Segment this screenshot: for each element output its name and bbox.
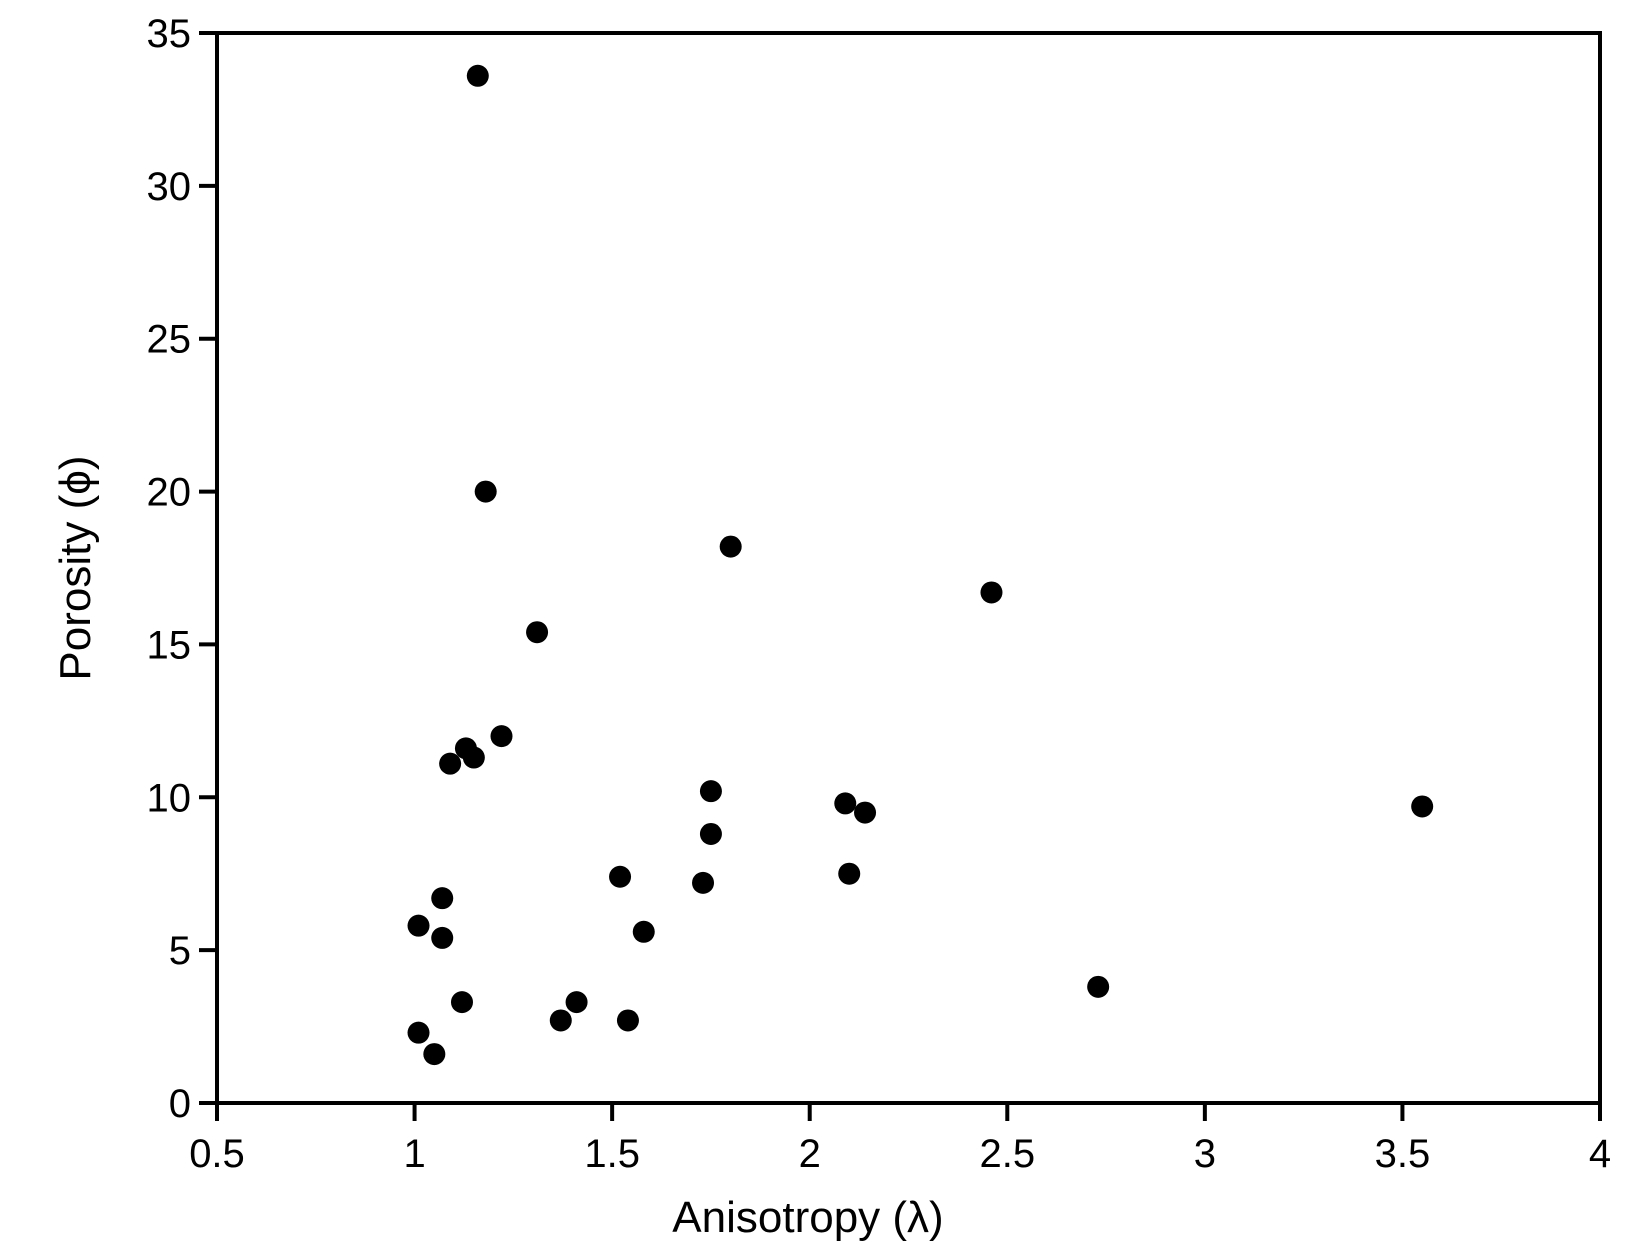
x-tick-label: 1.5 (584, 1132, 640, 1176)
x-tick-label: 4 (1589, 1132, 1611, 1176)
data-point (565, 991, 588, 1014)
data-point (431, 926, 454, 949)
y-tick-label: 15 (147, 623, 192, 667)
data-point (423, 1043, 446, 1066)
data-point (407, 1021, 430, 1044)
data-point (462, 746, 485, 769)
y-tick-label: 10 (147, 776, 192, 820)
data-point (407, 914, 430, 937)
data-point (834, 792, 857, 815)
x-tick-label: 2.5 (979, 1132, 1035, 1176)
data-point (466, 64, 489, 87)
data-point (838, 862, 861, 885)
data-point (616, 1009, 639, 1032)
data-point (609, 865, 632, 888)
data-point (632, 920, 655, 943)
data-point (719, 535, 742, 558)
y-tick-label: 35 (147, 12, 192, 56)
y-tick-label: 25 (147, 318, 192, 362)
data-point (699, 780, 722, 803)
data-point (439, 752, 462, 775)
data-point (490, 725, 513, 748)
data-point (450, 991, 473, 1014)
y-tick-label: 30 (147, 165, 192, 209)
y-axis-title: Porosity (ϕ) (51, 455, 100, 680)
x-tick-label: 2 (799, 1132, 821, 1176)
x-axis-title: Anisotropy (λ) (672, 1193, 943, 1242)
data-point (474, 480, 497, 503)
data-point (854, 801, 877, 824)
x-tick-label: 3.5 (1375, 1132, 1431, 1176)
data-point (692, 871, 715, 894)
labels-layer: 0.5 1 1.5 2 2.5 3 3.5 4 0 5 10 15 20 25 30 35 (147, 12, 1612, 1176)
y-tick-label: 20 (147, 471, 192, 515)
data-point (549, 1009, 572, 1032)
plot-frame (215, 31, 1602, 1105)
data-point (526, 621, 549, 644)
x-tick-label: 1 (403, 1132, 425, 1176)
data-point (980, 581, 1003, 604)
data-point (1411, 795, 1434, 818)
x-tick-label: 0.5 (189, 1132, 245, 1176)
data-point (431, 887, 454, 910)
x-tick-label: 3 (1194, 1132, 1216, 1176)
y-tick-label: 0 (169, 1082, 191, 1126)
data-point (699, 822, 722, 845)
y-tick-label: 5 (169, 929, 191, 973)
points-layer (407, 64, 1434, 1066)
ticks-layer (199, 31, 1602, 1121)
data-point (1087, 975, 1110, 998)
